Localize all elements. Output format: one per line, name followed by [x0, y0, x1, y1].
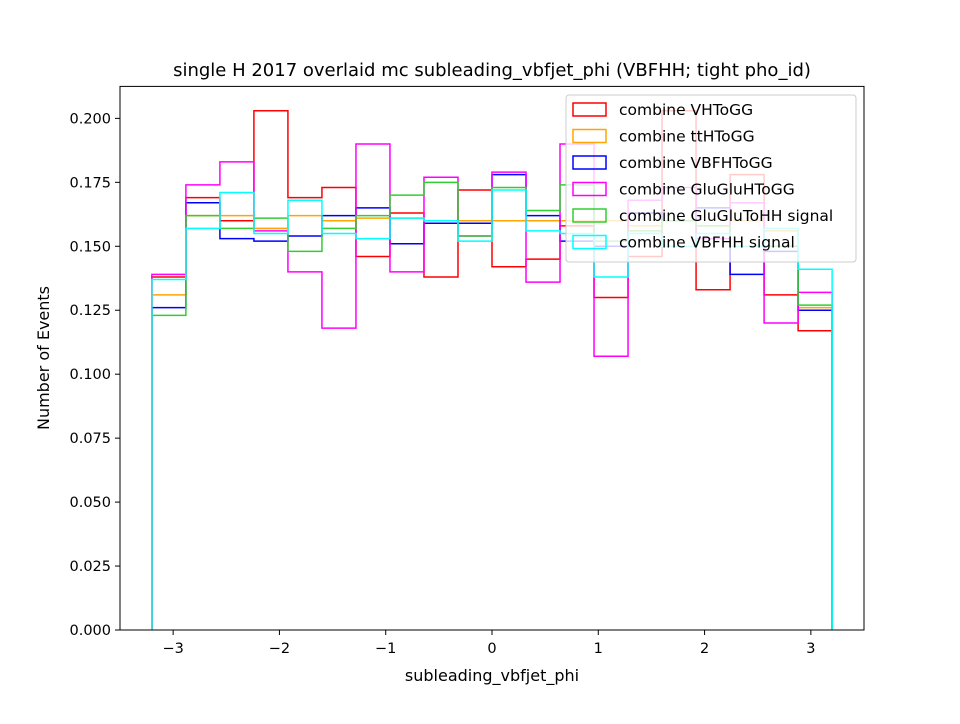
y-axis-label: Number of Events: [34, 286, 53, 430]
x-tick-label: −2: [269, 641, 290, 657]
x-axis-ticks: −3 −2 −1 0 1 2 3: [162, 630, 815, 657]
legend-label: combine GluGluToHH signal: [619, 207, 833, 225]
x-tick-label: −1: [375, 641, 396, 657]
legend-swatch: [572, 208, 607, 223]
x-tick-label: −3: [162, 641, 183, 657]
legend-label: combine VBFHH signal: [619, 234, 795, 252]
legend-label: combine GluGluHToGG: [619, 181, 795, 199]
y-tick-label: 0.175: [69, 175, 111, 191]
y-tick-label: 0.125: [69, 303, 111, 319]
x-tick-label: 0: [487, 641, 496, 657]
y-tick-label: 0.200: [69, 111, 111, 127]
legend-label: combine VHToGG: [619, 101, 753, 119]
legend-item: combine VHToGG: [572, 101, 753, 119]
y-tick-label: 0.100: [69, 367, 111, 383]
legend-frame: [565, 94, 857, 263]
legend-label: combine VBFHToGG: [619, 154, 773, 172]
x-tick-label: 3: [806, 641, 815, 657]
x-axis-label: subleading_vbfjet_phi: [405, 666, 579, 686]
histogram-series-layer: [151, 109, 833, 630]
legend-item: combine ttHToGG: [572, 128, 755, 146]
y-tick-label: 0.150: [69, 239, 111, 255]
y-axis-ticks: 0.000 0.025 0.050 0.075 0.100 0.125 0.150 0.175…: [69, 111, 120, 639]
x-tick-label: 2: [700, 641, 709, 657]
legend-label: combine ttHToGG: [619, 128, 755, 146]
x-tick-label: 1: [594, 641, 603, 657]
legend-item: combine VBFHH signal: [572, 234, 795, 252]
y-tick-label: 0.075: [69, 431, 111, 447]
legend-swatch: [572, 155, 607, 170]
legend-item: combine GluGluToHH signal: [572, 207, 833, 225]
legend-item: combine GluGluHToGG: [572, 181, 795, 199]
legend-swatch: [572, 181, 607, 197]
y-tick-label: 0.000: [69, 623, 111, 639]
legend-swatch: [572, 128, 607, 144]
y-tick-label: 0.050: [69, 495, 111, 511]
chart-title: single H 2017 overlaid mc subleading_vbf…: [173, 60, 811, 81]
legend-swatch: [572, 234, 607, 250]
legend-swatch: [572, 102, 607, 117]
legend-item: combine VBFHToGG: [572, 154, 773, 172]
y-tick-label: 0.025: [69, 559, 111, 575]
legend: combine VHToGG combine ttHToGG combine VBF…: [565, 94, 857, 263]
